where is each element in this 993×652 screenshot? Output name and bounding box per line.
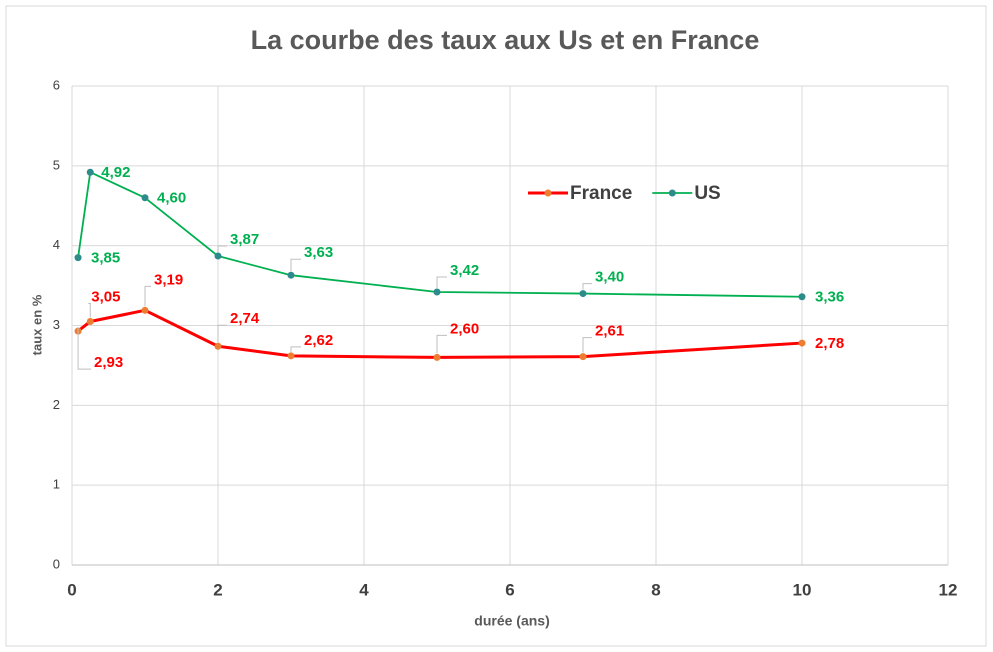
data-label: 4,60 xyxy=(157,190,186,207)
data-label: 3,87 xyxy=(230,231,259,248)
data-label: 3,63 xyxy=(304,244,333,261)
series-line xyxy=(77,171,803,298)
leader-line xyxy=(436,334,447,354)
data-label: 3,42 xyxy=(450,262,479,279)
x-tick-label: 2 xyxy=(213,580,222,599)
x-tick-label: 6 xyxy=(505,580,514,599)
data-point xyxy=(798,293,806,301)
data-label: 3,05 xyxy=(91,288,120,305)
data-point xyxy=(798,339,806,347)
data-label: 2,78 xyxy=(815,335,844,352)
legend-label: US xyxy=(694,183,720,204)
x-axis-label: durée (ans) xyxy=(474,613,549,629)
y-tick-label: 2 xyxy=(53,397,60,412)
data-point xyxy=(141,194,149,202)
data-label: 4,92 xyxy=(101,164,130,181)
data-point xyxy=(214,252,222,260)
data-label: 3,40 xyxy=(595,269,624,286)
legend-label: France xyxy=(570,183,632,204)
data-label: 3,36 xyxy=(815,289,844,306)
data-point xyxy=(86,318,94,326)
leader-line xyxy=(144,285,151,307)
data-label: 2,61 xyxy=(595,323,624,340)
leader-line xyxy=(290,346,301,352)
y-tick-label: 4 xyxy=(53,237,60,252)
leader-line xyxy=(582,337,592,353)
legend-marker xyxy=(544,189,552,197)
data-point xyxy=(214,342,222,350)
x-tick-label: 10 xyxy=(793,580,812,599)
leader-line xyxy=(217,245,227,253)
data-label: 3,85 xyxy=(91,250,120,267)
chart-title: La courbe des taux aux Us et en France xyxy=(251,25,760,55)
leader-line xyxy=(436,276,447,288)
data-point xyxy=(287,271,295,279)
data-label: 2,62 xyxy=(304,332,333,349)
x-tick-label: 8 xyxy=(651,580,660,599)
leader-line xyxy=(77,327,92,370)
x-tick-label: 4 xyxy=(359,580,369,599)
leader-line xyxy=(88,303,91,318)
y-tick-label: 5 xyxy=(53,157,60,172)
data-point xyxy=(579,290,587,298)
x-tick-label: 12 xyxy=(939,580,958,599)
y-tick-label: 6 xyxy=(53,77,60,92)
data-point xyxy=(579,353,587,361)
data-point xyxy=(287,352,295,360)
data-point xyxy=(86,168,94,176)
data-label: 3,19 xyxy=(154,271,183,288)
y-tick-label: 1 xyxy=(53,477,60,492)
data-point xyxy=(433,288,441,296)
data-label: 2,60 xyxy=(450,320,479,337)
data-label: 2,93 xyxy=(94,354,123,371)
data-point xyxy=(141,306,149,314)
legend-marker xyxy=(668,189,676,197)
y-tick-label: 3 xyxy=(53,317,60,332)
data-point xyxy=(74,254,82,262)
data-point xyxy=(433,353,441,361)
y-axis-label: taux en % xyxy=(29,294,44,355)
x-tick-label: 0 xyxy=(67,580,76,599)
leader-line xyxy=(290,258,301,272)
y-tick-label: 0 xyxy=(53,556,60,571)
leader-line xyxy=(582,283,592,290)
series-line xyxy=(77,308,803,359)
leader-line xyxy=(217,324,227,343)
data-label: 2,74 xyxy=(230,310,260,327)
